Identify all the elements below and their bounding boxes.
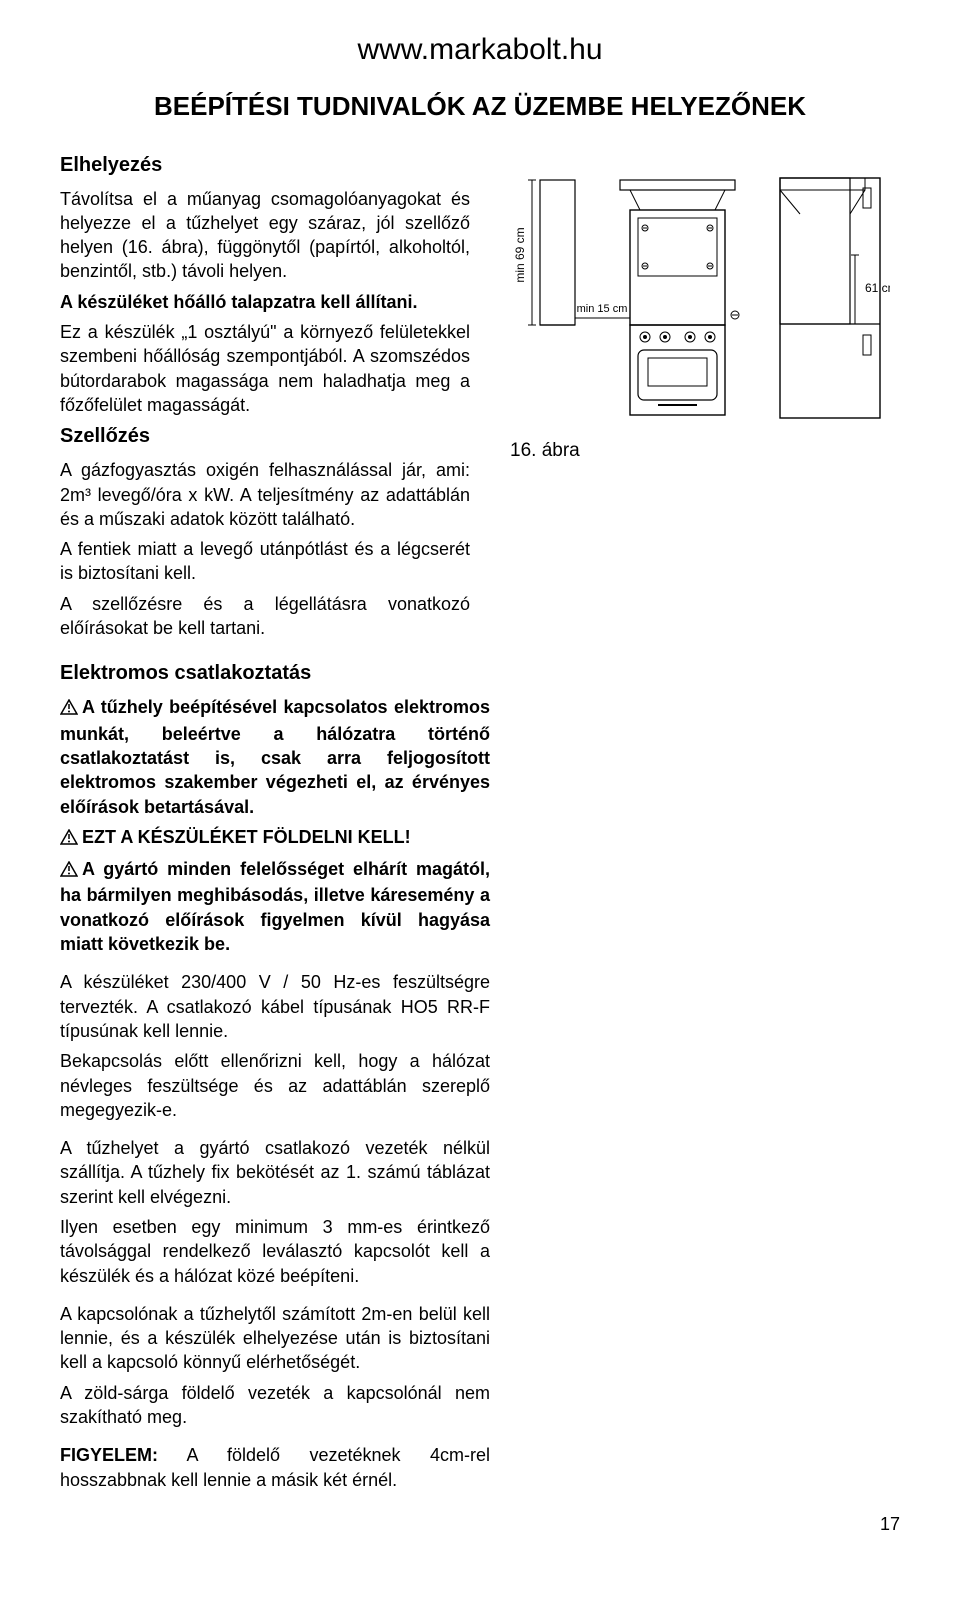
two-column-layout: Elhelyezés Távolítsa el a műanyag csomag…: [60, 146, 900, 647]
elektromos-p4: Ilyen esetben egy minimum 3 mm-es érintk…: [60, 1215, 490, 1288]
szellozes-p1: A gázfogyasztás oxigén felhasználással j…: [60, 458, 470, 531]
section-title-szellozes: Szellőzés: [60, 423, 470, 450]
warn2-text: EZT A KÉSZÜLÉKET FÖLDELNI KELL!: [82, 827, 411, 847]
label-min69: min 69 cm: [513, 227, 527, 282]
elhelyezes-p2: A készüléket hőálló talapzatra kell állí…: [60, 290, 470, 314]
elektromos-p1: A készüléket 230/400 V / 50 Hz-es feszül…: [60, 970, 490, 1043]
url-header: www.markabolt.hu: [60, 30, 900, 71]
warn1: A tűzhely beépítésével kapcsolatos elekt…: [60, 695, 490, 818]
elektromos-p7: FIGYELEM: A földelő vezetéknek 4cm-rel h…: [60, 1443, 490, 1492]
elektromos-p3: A tűzhelyet a gyártó csatlakozó vezeték …: [60, 1136, 490, 1209]
main-title: BEÉPÍTÉSI TUDNIVALÓK AZ ÜZEMBE HELYEZŐNE…: [60, 89, 900, 124]
warn2: EZT A KÉSZÜLÉKET FÖLDELNI KELL!: [60, 825, 490, 851]
left-column: Elhelyezés Távolítsa el a műanyag csomag…: [60, 146, 470, 647]
elektromos-p2: Bekapcsolás előtt ellenőrizni kell, hogy…: [60, 1049, 490, 1122]
elhelyezes-p1: Távolítsa el a műanyag csomagolóanyagoka…: [60, 187, 470, 284]
diagram-svg: min 69 cm min 15 cm: [510, 160, 890, 420]
label-min15: min 15 cm: [577, 303, 628, 315]
elektromos-p5: A kapcsolónak a tűzhelytől számított 2m-…: [60, 1302, 490, 1375]
section-title-elhelyezes: Elhelyezés: [60, 152, 470, 179]
elhelyezes-p3: Ez a készülék „1 osztályú" a környező fe…: [60, 320, 470, 417]
elektromos-section: Elektromos csatlakoztatás A tűzhely beép…: [60, 660, 490, 1492]
figyelem-prefix: FIGYELEM:: [60, 1445, 158, 1465]
warn1-text: A tűzhely beépítésével kapcsolatos elekt…: [60, 697, 490, 816]
warning-icon: [60, 859, 78, 883]
elektromos-p6: A zöld-sárga földelő vezeték a kapcsolón…: [60, 1381, 490, 1430]
szellozes-p2: A fentiek miatt a levegő utánpótlást és …: [60, 537, 470, 586]
szellozes-p3: A szellőzésre és a légellátásra vonatkoz…: [60, 592, 470, 641]
installation-diagram: min 69 cm min 15 cm: [510, 160, 890, 426]
warn3-text: A gyártó minden felelősséget elhárít mag…: [60, 859, 490, 954]
warning-icon: [60, 697, 78, 721]
page-number: 17: [60, 1512, 900, 1536]
figure-caption: 16. ábra: [510, 438, 580, 464]
label-61cm: 61 cm: [865, 281, 890, 295]
right-column: min 69 cm min 15 cm: [500, 146, 900, 647]
warning-icon: [60, 827, 78, 851]
warn3: A gyártó minden felelősséget elhárít mag…: [60, 857, 490, 956]
section-title-elektromos: Elektromos csatlakoztatás: [60, 660, 490, 687]
